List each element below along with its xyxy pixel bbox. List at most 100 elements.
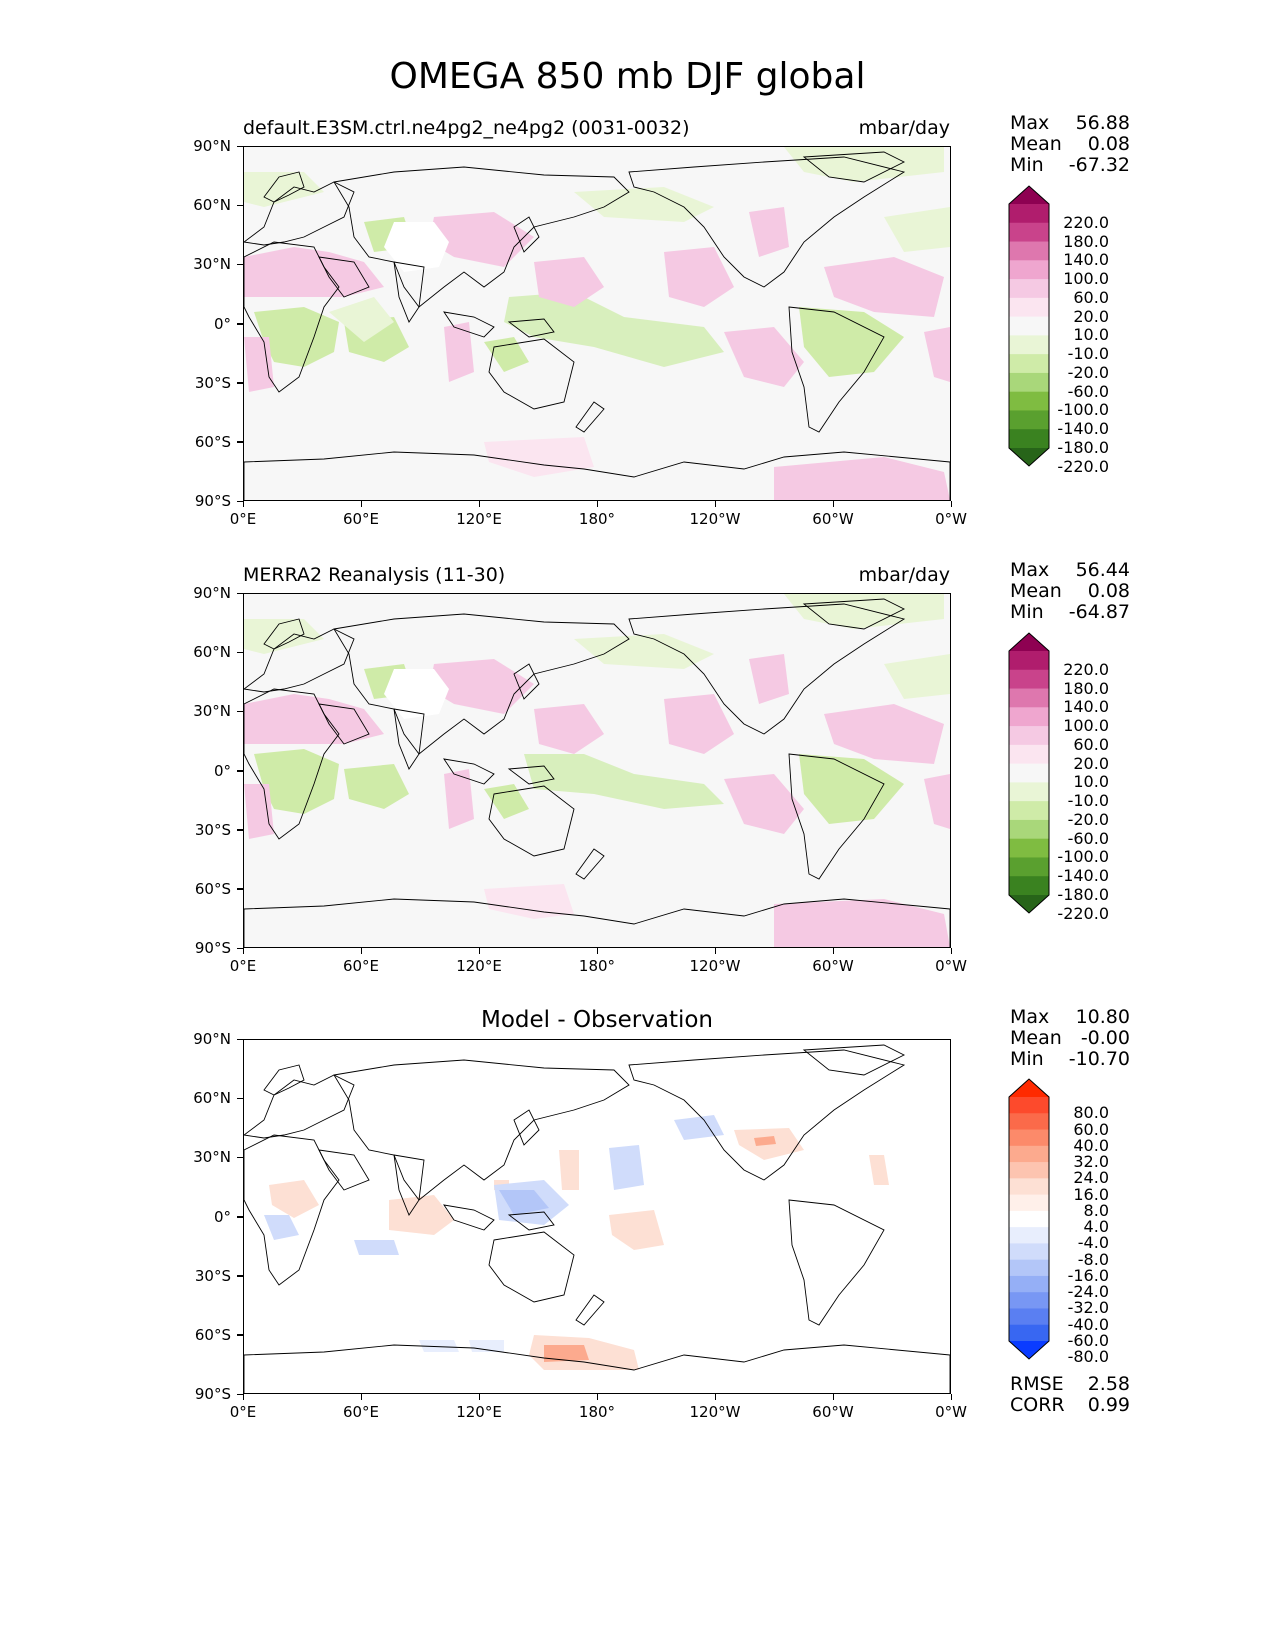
colorbar-segment — [1009, 651, 1049, 671]
colorbar-segment — [1009, 801, 1049, 821]
colorbar-extend-bottom — [1009, 895, 1049, 913]
stat-label: RMSE — [1010, 1373, 1064, 1395]
panel-1-lon-tick-mark — [714, 501, 716, 507]
panel-3-field — [244, 1040, 950, 1393]
panel-3-stat-corr: CORR 0.99 — [1010, 1394, 1130, 1416]
panel-2-lat-tick-mark — [237, 710, 243, 713]
stat-label: Mean — [1010, 580, 1062, 602]
panel-1-lat-tick-label: 30°S — [194, 373, 231, 392]
panel-3-stat-min: Min -10.70 — [1010, 1048, 1130, 1070]
panel-3-colorbar-label: 32.0 — [1073, 1152, 1109, 1172]
colorbar-segment — [1009, 354, 1049, 374]
panel-2-lon-tick-mark — [242, 948, 244, 954]
panel-2-lat-tick-mark — [237, 770, 243, 772]
panel-3-colorbar-label: 40.0 — [1073, 1135, 1109, 1155]
panel-2-colorbar-label: 220.0 — [1063, 659, 1109, 679]
panel-2-lon-tick-label: 120°W — [689, 957, 741, 975]
colorbar-segment — [1009, 857, 1049, 877]
colorbar-segment — [1009, 744, 1049, 765]
panel-2-stat-mean: Mean 0.08 — [1010, 580, 1130, 602]
panel-2-lat-tick-mark — [237, 947, 243, 949]
panel-2-lon-tick-label: 0°E — [229, 957, 257, 975]
panel-3-lat-tick-label: 90°N — [193, 1030, 231, 1048]
panel-1-lon-tick-label: 120°E — [456, 510, 502, 528]
colorbar-extend-top — [1009, 186, 1049, 204]
panel-3-colorbar-label: -4.0 — [1077, 1233, 1109, 1253]
colorbar-segment — [1009, 1308, 1049, 1326]
panel-3-stat-mean: Mean -0.00 — [1010, 1027, 1130, 1049]
panel-3-lon-tick-mark — [950, 1394, 952, 1400]
panel-3-map — [243, 1039, 951, 1394]
panel-3-colorbar-label: -24.0 — [1067, 1282, 1109, 1302]
colorbar-segment — [1009, 429, 1049, 449]
panel-1-colorbar — [1008, 185, 1050, 467]
panel-2-stat-min: Min -64.87 — [1010, 601, 1130, 623]
colorbar-segment — [1009, 819, 1049, 840]
panel-2-stat-max: Max 56.44 — [1010, 559, 1130, 581]
panel-1-lat-tick-label: 60°S — [194, 432, 231, 451]
stat-label: Max — [1010, 112, 1050, 134]
panel-1-lon-tick-mark — [950, 501, 952, 507]
stat-value: 0.99 — [1087, 1394, 1130, 1416]
panel-2-lon-tick-label: 180° — [578, 957, 616, 975]
panel-2-colorbar-label: -60.0 — [1067, 828, 1109, 848]
figure-title: OMEGA 850 mb DJF global — [389, 56, 866, 97]
panel-3-lon-tick-mark — [360, 1394, 362, 1400]
stat-label: Mean — [1010, 133, 1062, 155]
panel-2-colorbar-label: -140.0 — [1057, 866, 1109, 886]
colorbar-outline — [1008, 1078, 1050, 1360]
panel-3-lat-tick-mark — [237, 1156, 243, 1159]
panel-2-lat-tick-label: 60°S — [194, 879, 231, 898]
panel-2-lon-tick-mark — [832, 948, 834, 954]
panel-2-colorbar-label: 60.0 — [1073, 734, 1109, 754]
panel-1-stat-mean: Mean 0.08 — [1010, 133, 1130, 155]
panel-3-lat-tick-label: 60°N — [193, 1089, 231, 1108]
colorbar-segment — [1009, 1129, 1049, 1147]
panel-3-lat-tick-label: 60°S — [194, 1325, 231, 1344]
panel-3-lat-tick-label: 30°N — [193, 1148, 231, 1167]
panel-1-field — [244, 147, 950, 500]
panel-2-colorbar-label: -180.0 — [1057, 885, 1109, 904]
colorbar-segment — [1009, 1162, 1049, 1179]
colorbar-segment — [1009, 688, 1049, 708]
panel-3-lon-tick-mark — [714, 1394, 716, 1400]
panel-3-lat-tick-label: 30°S — [194, 1266, 231, 1285]
panel-3-title: Model - Observation — [480, 1007, 714, 1033]
stat-label: CORR — [1010, 1394, 1065, 1416]
panel-1-lon-tick-label: 0°E — [229, 510, 257, 528]
colorbar-segment — [1009, 335, 1049, 355]
colorbar-outline — [1008, 185, 1050, 467]
panel-1-lon-tick-mark — [596, 501, 598, 507]
colorbar-segment — [1009, 279, 1049, 299]
stat-label: Min — [1010, 1048, 1044, 1070]
panel-1-lat-tick-label: 0° — [213, 314, 231, 333]
panel-2-lon-tick-mark — [360, 948, 362, 954]
stat-value: 56.88 — [1075, 112, 1130, 134]
panel-3-lon-tick-label: 60°E — [342, 1403, 380, 1421]
panel-2-lon-tick-mark — [478, 948, 480, 954]
colorbar-segment — [1009, 838, 1049, 858]
colorbar-segment — [1009, 1227, 1049, 1244]
colorbar-segment — [1009, 1210, 1049, 1228]
panel-1-colorbar-label: 60.0 — [1073, 287, 1109, 307]
panel-3-lat-tick-mark — [237, 1097, 243, 1100]
panel-3-colorbar-label: 8.0 — [1083, 1200, 1109, 1220]
panel-2-lon-tick-label: 60°E — [342, 957, 380, 975]
panel-3-colorbar-label: 60.0 — [1073, 1119, 1109, 1139]
panel-1-lat-tick-mark — [237, 382, 243, 384]
panel-1-lon-tick-mark — [832, 501, 834, 507]
panel-2-colorbar-label: 10.0 — [1073, 772, 1109, 792]
panel-3-lat-tick-mark — [237, 1275, 243, 1277]
panel-3-lat-tick-mark — [237, 1334, 243, 1336]
panel-2-colorbar-label: -220.0 — [1057, 903, 1109, 923]
panel-2-colorbar — [1008, 632, 1050, 914]
panel-2-lat-tick-mark — [237, 829, 243, 831]
panel-2-lat-tick-label: 30°N — [193, 702, 231, 721]
colorbar-outline — [1008, 632, 1050, 914]
panel-1-lat-tick-mark — [237, 323, 243, 325]
panel-1-lon-tick-mark — [360, 501, 362, 507]
panel-2-lat-tick-label: 30°S — [194, 820, 231, 839]
colorbar-segment — [1009, 876, 1049, 896]
colorbar-segment — [1009, 1194, 1049, 1212]
panel-3-colorbar-label: -32.0 — [1067, 1298, 1109, 1318]
